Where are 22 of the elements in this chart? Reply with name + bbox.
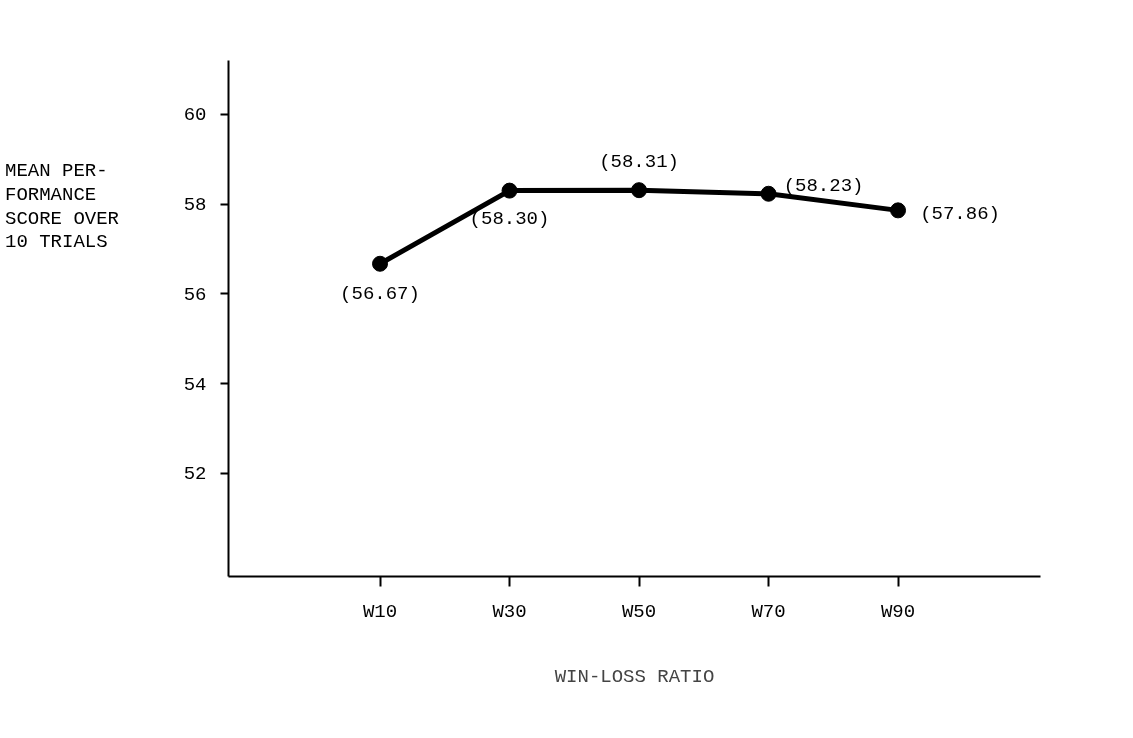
point (890, 202, 907, 219)
point (372, 255, 389, 272)
x-tick-label: W10 (362, 600, 398, 623)
text: (58.23) (783, 174, 864, 197)
y-tick-label: 52 (183, 463, 207, 486)
text: (56.67) (340, 282, 420, 305)
y-tick-label: 56 (183, 283, 207, 306)
y-tick-label: 60 (183, 104, 207, 127)
y-tick-label: 54 (183, 373, 207, 396)
text: (58.31) (599, 151, 679, 174)
text: (57.86) (920, 203, 1000, 226)
x-tick-label: W30 (492, 600, 527, 623)
x-axis-title: WIN-LOSS RATIO (554, 665, 715, 688)
point (501, 182, 518, 199)
text: (58.30) (469, 207, 550, 230)
x-tick-label: W90 (880, 600, 916, 623)
point (760, 185, 777, 202)
y-axis-title: MEAN PER- FORMANCE SCORE OVER 10 TRIALS (5, 160, 120, 255)
x-tick-label: W50 (621, 600, 657, 623)
point (631, 182, 648, 199)
x-tick-label: W70 (751, 600, 786, 623)
y-tick-label: 58 (183, 194, 207, 217)
